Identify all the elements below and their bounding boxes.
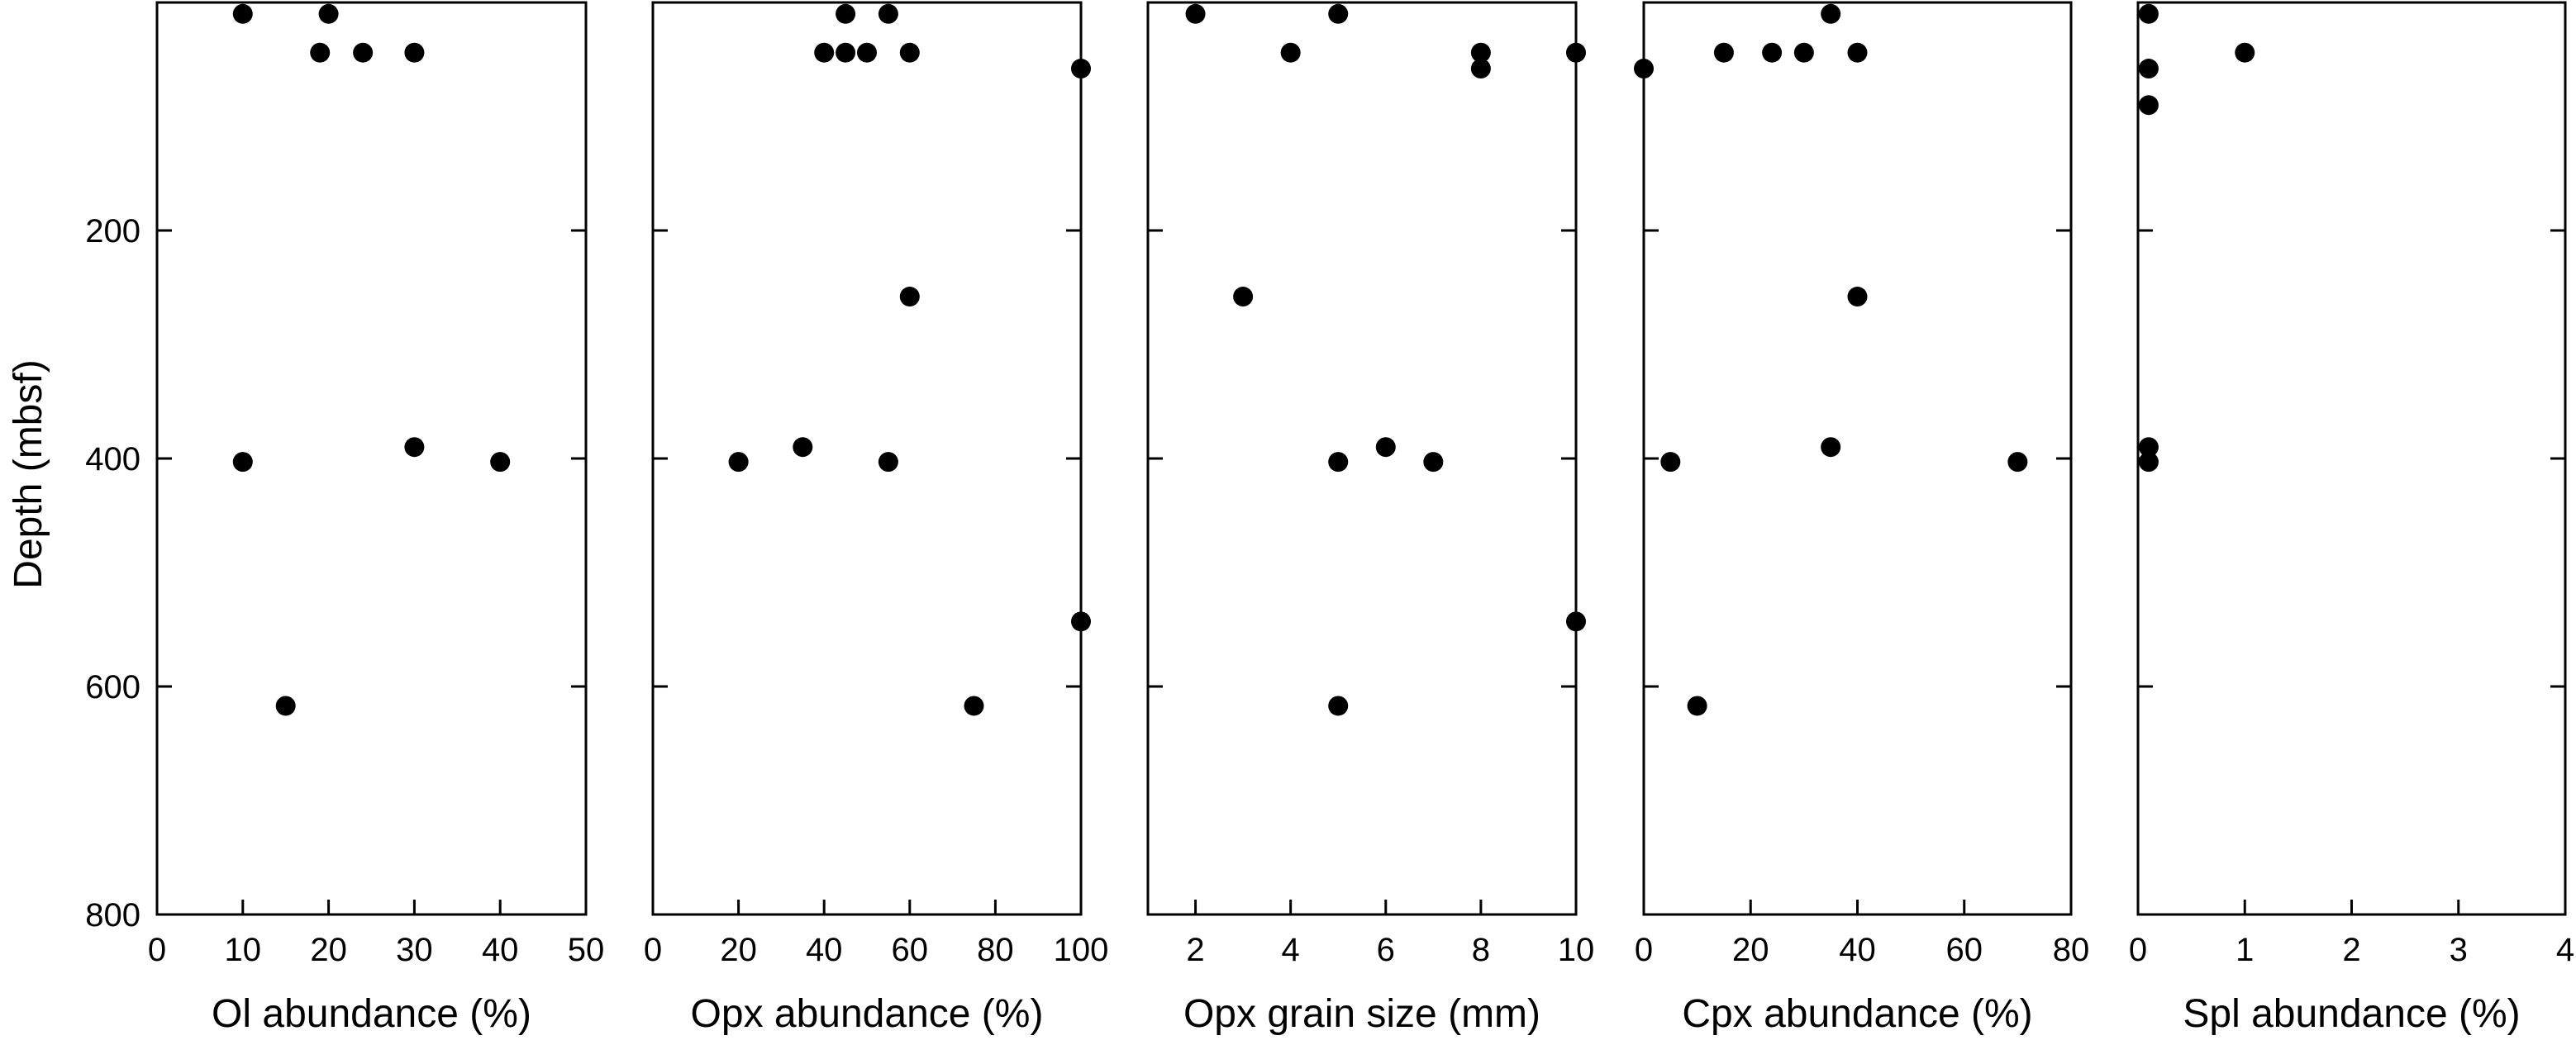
panel-4-x-axis-label: Cpx abundance (%) — [1682, 992, 2032, 1036]
panel-3-data-point — [1375, 437, 1396, 458]
panel-1-x-axis-label: Ol abundance (%) — [212, 992, 531, 1036]
panel-2-data-point — [878, 452, 898, 473]
panel-1-data-point — [232, 3, 253, 24]
panel-5-x-tick-label: 4 — [2556, 932, 2574, 968]
panel-3-x-axis-label: Opx grain size (mm) — [1183, 992, 1540, 1036]
panel-4-data-point — [1660, 452, 1681, 473]
panel-4-data-point — [1847, 287, 1868, 307]
panel-2-x-tick-label: 100 — [1054, 932, 1109, 968]
panel-1-x-tick-label: 20 — [310, 932, 347, 968]
panel-1-data-point — [318, 3, 339, 24]
panel-3-data-point — [1185, 3, 1206, 24]
panel-5-x-axis-label: Spl abundance (%) — [2183, 992, 2520, 1036]
panel-3-data-point — [1328, 3, 1349, 24]
panel-2-x-axis-label: Opx abundance (%) — [691, 992, 1044, 1036]
panel-5-data-point — [2138, 437, 2159, 458]
panel-3-data-point — [1470, 59, 1491, 79]
panel-5-data-point — [2138, 95, 2159, 116]
panel-1-x-tick-label: 30 — [396, 932, 433, 968]
panel-1-data-point — [232, 452, 253, 473]
panel-3-data-point — [1566, 611, 1586, 632]
panel-1-frame — [155, 1, 588, 916]
panel-2-data-point — [793, 437, 813, 458]
panel-4-x-tick-label: 0 — [1635, 932, 1653, 968]
panel-4-x-tick-label: 20 — [1732, 932, 1769, 968]
panel-4-data-point — [1821, 3, 1841, 24]
panel-2-data-point — [899, 287, 920, 307]
panel-3-data-point — [1470, 42, 1491, 63]
panel-2-data-point — [857, 42, 877, 63]
panel-5-x-tick-label: 3 — [2450, 932, 2468, 968]
panel-5-frame — [2136, 1, 2567, 916]
panel-3-x-tick-label: 8 — [1472, 932, 1490, 968]
panel-1-data-point — [353, 42, 374, 63]
panel-1-x-tick-label: 40 — [482, 932, 519, 968]
panel-4-x-tick-label: 60 — [1946, 932, 1983, 968]
panel-5-data-point — [2138, 3, 2159, 24]
panel-5-data-point — [2235, 42, 2255, 63]
y-tick-label: 600 — [85, 669, 140, 705]
panel-2-data-point — [1071, 611, 1091, 632]
panel-4-data-point — [1762, 42, 1783, 63]
panel-4-data-point — [1634, 59, 1654, 79]
panel-2-data-point — [836, 3, 856, 24]
panel-2-data-point — [728, 452, 749, 473]
panel-5-x-tick-label: 2 — [2342, 932, 2360, 968]
panel-1-data-point — [490, 452, 511, 473]
panel-5-x-tick-label: 1 — [2236, 932, 2254, 968]
panel-4-data-point — [1793, 42, 1814, 63]
panel-2-data-point — [899, 42, 920, 63]
panel-2-x-tick-label: 0 — [644, 932, 662, 968]
panel-4-x-tick-label: 40 — [1839, 932, 1876, 968]
panel-3-x-tick-label: 6 — [1377, 932, 1395, 968]
panel-2-data-point — [878, 3, 898, 24]
y-tick-label: 200 — [85, 213, 140, 249]
panel-3-data-point — [1280, 42, 1301, 63]
panel-3-data-point — [1233, 287, 1254, 307]
panel-3-x-tick-label: 4 — [1282, 932, 1300, 968]
panel-3-frame — [1146, 1, 1578, 916]
panel-4-data-point — [2007, 452, 2028, 473]
panel-3-data-point — [1566, 42, 1586, 63]
panel-2-data-point — [836, 42, 856, 63]
y-tick-label: 400 — [85, 441, 140, 477]
panel-2-data-point — [1071, 59, 1091, 79]
panel-3-x-tick-label: 2 — [1186, 932, 1204, 968]
panel-3-data-point — [1328, 452, 1349, 473]
panel-4-frame — [1642, 1, 2073, 916]
panel-2-data-point — [964, 696, 984, 716]
panel-2-x-tick-label: 60 — [892, 932, 929, 968]
panel-4-data-point — [1821, 437, 1841, 458]
panel-1-x-tick-label: 50 — [568, 932, 605, 968]
y-axis-label: Depth (mbsf) — [7, 359, 50, 588]
panel-1-x-tick-label: 10 — [225, 932, 262, 968]
panel-4-data-point — [1687, 696, 1707, 716]
panel-5-data-point — [2138, 452, 2159, 473]
panel-2-data-point — [814, 42, 835, 63]
y-tick-label: 800 — [85, 897, 140, 933]
panel-1-data-point — [404, 42, 425, 63]
panel-1-data-point — [275, 696, 296, 716]
panel-3-data-point — [1328, 696, 1349, 716]
panel-4-data-point — [1713, 42, 1734, 63]
panel-4-x-tick-label: 80 — [2053, 932, 2090, 968]
panel-3-x-tick-label: 10 — [1558, 932, 1595, 968]
panel-1-x-tick-label: 0 — [148, 932, 166, 968]
panel-2-frame — [651, 1, 1083, 916]
panel-3-data-point — [1423, 452, 1444, 473]
panel-2-x-tick-label: 40 — [806, 932, 843, 968]
panel-5-x-tick-label: 0 — [2129, 932, 2147, 968]
panel-4-data-point — [1847, 42, 1868, 63]
panel-2-x-tick-label: 20 — [720, 932, 757, 968]
panel-1-data-point — [404, 437, 425, 458]
panel-1-data-point — [310, 42, 331, 63]
panel-2-x-tick-label: 80 — [977, 932, 1014, 968]
panel-5-data-point — [2138, 59, 2159, 79]
